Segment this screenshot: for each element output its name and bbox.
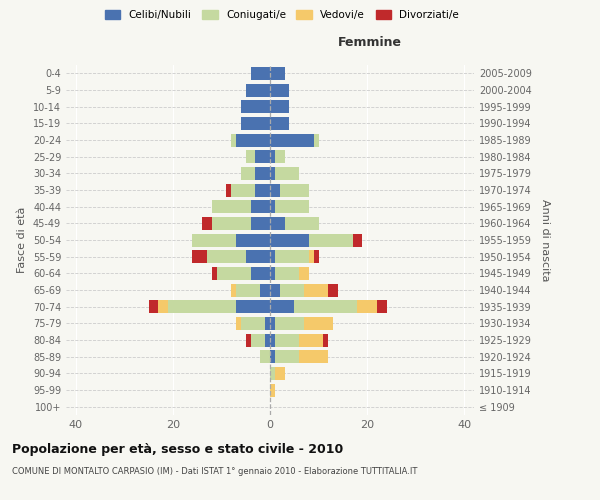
Bar [328, 284, 338, 296]
Bar [260, 284, 270, 296]
Bar [265, 334, 270, 346]
Bar [168, 300, 236, 313]
Bar [270, 67, 284, 80]
Bar [246, 334, 251, 346]
Bar [236, 300, 270, 313]
Bar [304, 317, 333, 330]
Bar [236, 134, 270, 146]
Bar [275, 200, 309, 213]
Bar [202, 217, 212, 230]
Text: COMUNE DI MONTALTO CARPASIO (IM) - Dati ISTAT 1° gennaio 2010 - Elaborazione TUT: COMUNE DI MONTALTO CARPASIO (IM) - Dati … [12, 468, 418, 476]
Bar [275, 150, 284, 163]
Bar [270, 167, 275, 180]
Bar [236, 284, 260, 296]
Bar [270, 134, 314, 146]
Bar [246, 250, 270, 263]
Bar [270, 217, 284, 230]
Bar [251, 200, 270, 213]
Bar [314, 134, 319, 146]
Bar [353, 234, 362, 246]
Bar [275, 350, 299, 363]
Bar [246, 150, 256, 163]
Bar [231, 284, 236, 296]
Bar [270, 367, 275, 380]
Bar [236, 234, 270, 246]
Bar [299, 334, 323, 346]
Bar [270, 200, 275, 213]
Bar [265, 317, 270, 330]
Bar [270, 317, 275, 330]
Bar [207, 250, 246, 263]
Bar [270, 334, 275, 346]
Bar [231, 134, 236, 146]
Bar [309, 234, 353, 246]
Bar [241, 117, 270, 130]
Bar [241, 317, 265, 330]
Bar [251, 217, 270, 230]
Bar [241, 100, 270, 113]
Y-axis label: Fasce di età: Fasce di età [17, 207, 27, 273]
Bar [275, 334, 299, 346]
Bar [270, 184, 280, 196]
Bar [241, 167, 256, 180]
Bar [377, 300, 386, 313]
Bar [231, 184, 256, 196]
Bar [270, 384, 275, 396]
Bar [251, 267, 270, 280]
Bar [270, 100, 289, 113]
Bar [149, 300, 158, 313]
Bar [256, 167, 270, 180]
Bar [284, 217, 319, 230]
Bar [270, 267, 275, 280]
Bar [212, 267, 217, 280]
Bar [323, 334, 328, 346]
Bar [299, 350, 328, 363]
Bar [256, 184, 270, 196]
Bar [270, 300, 294, 313]
Bar [275, 317, 304, 330]
Bar [226, 184, 231, 196]
Bar [192, 250, 207, 263]
Bar [270, 250, 275, 263]
Text: Popolazione per età, sesso e stato civile - 2010: Popolazione per età, sesso e stato civil… [12, 442, 343, 456]
Bar [217, 267, 251, 280]
Bar [270, 284, 280, 296]
Bar [275, 367, 284, 380]
Bar [294, 300, 358, 313]
Bar [192, 234, 236, 246]
Bar [314, 250, 319, 263]
Bar [358, 300, 377, 313]
Bar [236, 317, 241, 330]
Bar [299, 267, 309, 280]
Bar [256, 150, 270, 163]
Bar [270, 234, 309, 246]
Text: Femmine: Femmine [338, 36, 402, 49]
Bar [275, 267, 299, 280]
Bar [270, 84, 289, 96]
Legend: Celibi/Nubili, Coniugati/e, Vedovi/e, Divorziati/e: Celibi/Nubili, Coniugati/e, Vedovi/e, Di… [103, 8, 461, 22]
Bar [280, 284, 304, 296]
Bar [270, 150, 275, 163]
Bar [251, 67, 270, 80]
Bar [309, 250, 314, 263]
Bar [158, 300, 168, 313]
Bar [260, 350, 270, 363]
Bar [212, 217, 251, 230]
Bar [275, 167, 299, 180]
Bar [212, 200, 251, 213]
Bar [280, 184, 309, 196]
Bar [246, 84, 270, 96]
Bar [275, 250, 309, 263]
Y-axis label: Anni di nascita: Anni di nascita [540, 198, 550, 281]
Bar [304, 284, 328, 296]
Bar [270, 117, 289, 130]
Bar [251, 334, 265, 346]
Bar [270, 350, 275, 363]
